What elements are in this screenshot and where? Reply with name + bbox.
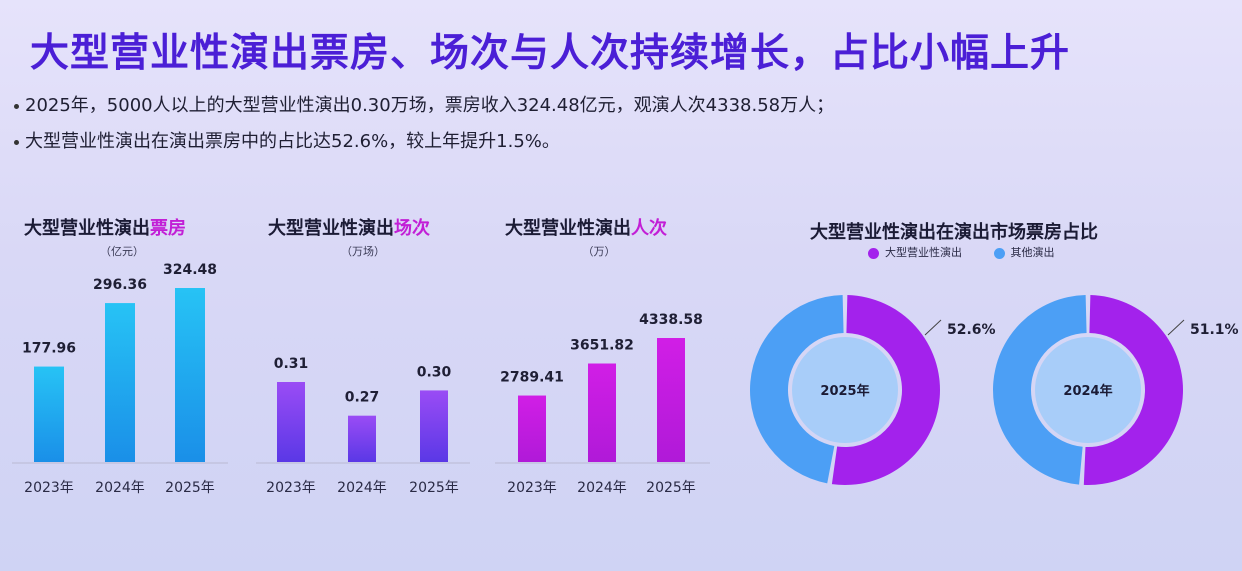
shows-unit: （万场） — [341, 245, 385, 258]
legend-label: 其他演出 — [1010, 246, 1055, 259]
page-title: 大型营业性演出票房、场次与人次持续增长，占比小幅上升 — [30, 31, 1071, 76]
donut-center — [792, 337, 898, 443]
chart-title-highlight: 场次 — [394, 218, 430, 239]
category-label: 2023年 — [24, 480, 74, 496]
chart-title-highlight: 人次 — [631, 218, 667, 239]
bullet-point: 2025年，5000人以上的大型营业性演出0.30万场，票房收入324.48亿元… — [14, 91, 834, 117]
category-label: 2024年 — [337, 480, 387, 496]
bullet-text: 2025年，5000人以上的大型营业性演出0.30万场，票房收入324.48亿元… — [25, 95, 835, 116]
donut-percent-label: 51.1% — [1190, 322, 1239, 338]
data-label: 4338.58 — [639, 312, 703, 328]
legend-swatch — [868, 247, 879, 259]
donut-center-label: 2025年 — [820, 383, 869, 399]
data-label: 3651.82 — [570, 338, 634, 354]
legend-item-other: 其他演出 — [993, 244, 1055, 260]
category-label: 2024年 — [577, 480, 627, 496]
category-label: 2024年 — [95, 480, 145, 496]
donut-center-label: 2024年 — [1063, 383, 1112, 399]
shows-chart-title: 大型营业性演出场次 — [268, 214, 430, 240]
bar-attendance-2 — [657, 338, 685, 462]
bar-revenue-1 — [105, 303, 135, 462]
bullet-text: 大型营业性演出在演出票房中的占比达52.6%，较上年提升1.5%。 — [25, 131, 560, 152]
attendance-chart-title: 大型营业性演出人次 — [505, 214, 667, 240]
bar-shows-0 — [277, 382, 305, 462]
data-label: 0.31 — [274, 356, 309, 372]
chart-title-highlight: 票房 — [150, 218, 186, 239]
category-label: 2023年 — [266, 480, 316, 496]
revenue-chart-title: 大型营业性演出票房 — [24, 214, 186, 240]
data-label: 177.96 — [22, 341, 76, 357]
bar-attendance-0 — [518, 395, 546, 462]
share-chart-title: 大型营业性演出在演出市场票房占比 — [810, 222, 1098, 243]
donut-slice-large — [831, 295, 940, 485]
donut-percent-label: 52.6% — [947, 322, 996, 338]
category-label: 2025年 — [165, 480, 215, 496]
bar-revenue-2 — [175, 288, 205, 462]
data-label: 2789.41 — [500, 370, 564, 386]
bar-revenue-0 — [34, 366, 64, 462]
bullet-point: 大型营业性演出在演出票房中的占比达52.6%，较上年提升1.5%。 — [14, 127, 560, 153]
donut-slice-other — [993, 295, 1087, 485]
legend-label: 大型营业性演出 — [885, 246, 962, 259]
bullet-dot — [14, 139, 19, 145]
data-label: 0.30 — [417, 364, 452, 380]
share-legend: 大型营业性演出 其他演出 — [868, 244, 1083, 260]
donut-slice-other — [750, 295, 844, 484]
legend-item-large: 大型营业性演出 — [868, 244, 962, 260]
category-label: 2023年 — [507, 480, 557, 496]
chart-title-main: 大型营业性演出 — [268, 218, 394, 239]
revenue-unit: （亿元） — [100, 245, 144, 258]
donut-slice-large — [1083, 295, 1183, 485]
bar-shows-2 — [420, 390, 448, 462]
data-label: 0.27 — [345, 390, 380, 406]
bar-attendance-1 — [588, 363, 616, 462]
data-label: 296.36 — [93, 277, 147, 293]
category-label: 2025年 — [409, 480, 459, 496]
bullet-dot — [14, 103, 19, 109]
leader-line — [1167, 319, 1185, 336]
category-label: 2025年 — [646, 480, 696, 496]
bar-shows-1 — [348, 415, 376, 462]
attendance-unit: （万） — [582, 245, 616, 258]
donut-center — [1035, 337, 1141, 443]
data-label: 324.48 — [163, 262, 217, 278]
chart-title-main: 大型营业性演出 — [24, 218, 150, 239]
legend-swatch — [993, 247, 1005, 259]
leader-line — [924, 319, 942, 336]
chart-title-main: 大型营业性演出 — [505, 218, 631, 239]
